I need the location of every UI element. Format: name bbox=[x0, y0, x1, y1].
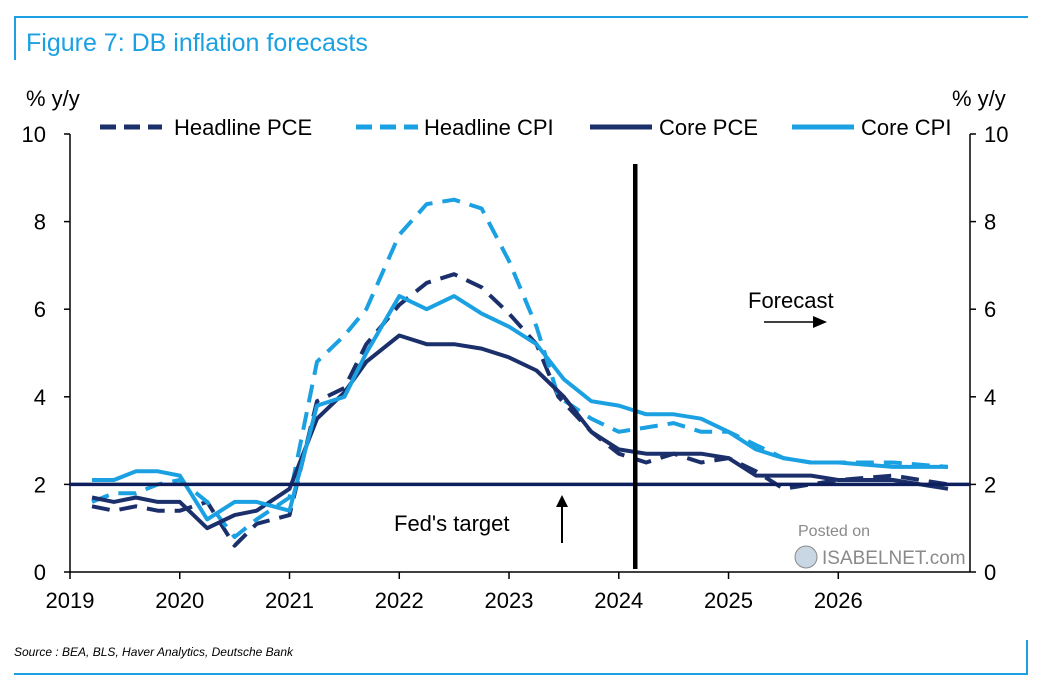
legend-label-headline-cpi: Headline CPI bbox=[424, 115, 554, 140]
y-axis-unit-right: % y/y bbox=[952, 86, 1006, 111]
series-lines bbox=[91, 197, 949, 548]
y-tick-label-right: 2 bbox=[984, 472, 996, 497]
legend: Headline PCE Headline CPI Core PCE Core CPI bbox=[100, 115, 951, 140]
frame-top-border bbox=[14, 16, 1028, 18]
frame-right-border bbox=[1026, 640, 1028, 675]
x-tick-label: 2020 bbox=[155, 588, 204, 613]
frame-bottom-border bbox=[14, 673, 1028, 675]
y-axis-unit-left: % y/y bbox=[26, 86, 80, 111]
x-tick-label: 2025 bbox=[704, 588, 753, 613]
x-tick-label: 2021 bbox=[265, 588, 314, 613]
forecast-arrowhead bbox=[813, 316, 827, 328]
legend-label-core-cpi: Core CPI bbox=[861, 115, 951, 140]
y-tick-label-right: 0 bbox=[984, 560, 996, 585]
watermark-line2: ISABELNET.com bbox=[822, 548, 966, 569]
figure-title: Figure 7: DB inflation forecasts bbox=[26, 29, 368, 57]
y-tick-label-left: 8 bbox=[34, 210, 46, 235]
x-tick-label: 2019 bbox=[46, 588, 95, 613]
y-tick-label-left: 0 bbox=[34, 560, 46, 585]
fed-target-arrowhead bbox=[556, 495, 568, 507]
globe-icon bbox=[794, 545, 818, 569]
series-core-cpi bbox=[92, 294, 948, 522]
y-tick-label-left: 4 bbox=[34, 385, 46, 410]
y-tick-label-right: 10 bbox=[984, 122, 1008, 147]
series-headline-cpi bbox=[91, 197, 949, 539]
x-tick-label: 2026 bbox=[814, 588, 863, 613]
y-tick-label-right: 4 bbox=[984, 385, 996, 410]
axes: 0 0 2 2 4 4 6 6 8 8 10 10 % y/y % y/y 2019 2020 2021 2022… bbox=[22, 86, 1009, 613]
fed-target-label: Fed's target bbox=[394, 511, 509, 536]
y-tick-label-left: 2 bbox=[34, 472, 46, 497]
series-headline-pce bbox=[91, 272, 949, 548]
y-tick-label-left: 6 bbox=[34, 297, 46, 322]
x-tick-label: 2023 bbox=[485, 588, 534, 613]
y-tick-label-right: 8 bbox=[984, 210, 996, 235]
legend-label-headline-pce: Headline PCE bbox=[174, 115, 312, 140]
frame-left-border bbox=[14, 16, 16, 60]
y-tick-label-left: 10 bbox=[22, 122, 46, 147]
watermark-line1: Posted on bbox=[798, 523, 870, 540]
x-tick-label: 2022 bbox=[375, 588, 424, 613]
annotations: Fed's target Forecast bbox=[70, 164, 970, 569]
source-note: Source : BEA, BLS, Haver Analytics, Deut… bbox=[14, 645, 294, 659]
series-core-pce bbox=[91, 333, 949, 531]
y-tick-label-right: 6 bbox=[984, 297, 996, 322]
legend-label-core-pce: Core PCE bbox=[659, 115, 758, 140]
forecast-label: Forecast bbox=[748, 288, 834, 313]
x-tick-label: 2024 bbox=[594, 588, 643, 613]
watermark: Posted on ISABELNET.com bbox=[794, 523, 966, 569]
